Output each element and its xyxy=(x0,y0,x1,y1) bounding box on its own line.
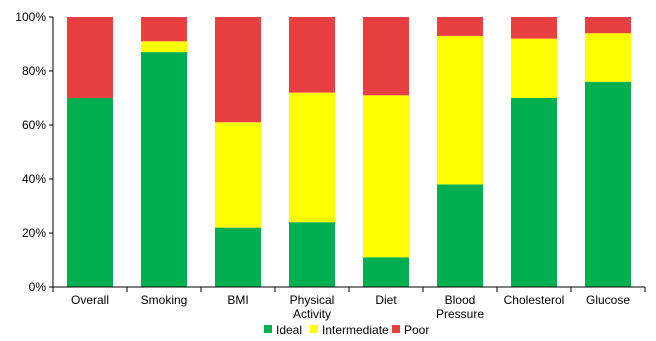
bar-blood-pressure-intermediate xyxy=(437,36,483,185)
x-tick-label-smoking: Smoking xyxy=(141,293,188,307)
x-tick-label-diet: Diet xyxy=(375,293,397,307)
x-axis: Overall Smoking BMI Physical Activity Diet Blo… xyxy=(53,287,645,321)
bar-bmi-poor xyxy=(215,17,261,122)
bar-cholesterol-intermediate xyxy=(511,39,557,98)
bar-smoking-ideal xyxy=(141,52,187,287)
y-tick-label: 20% xyxy=(22,226,46,240)
x-tick-label-bmi: BMI xyxy=(227,293,248,307)
y-tick-label: 40% xyxy=(22,172,46,186)
bar-glucose-poor xyxy=(585,17,631,33)
bar-physical-activity-ideal xyxy=(289,222,335,287)
bar-overall-ideal xyxy=(67,98,113,287)
bar-physical-activity-poor xyxy=(289,17,335,93)
legend-label-intermediate: Intermediate xyxy=(322,323,389,337)
bar-smoking-intermediate xyxy=(141,41,187,52)
y-tick-label: 60% xyxy=(22,118,46,132)
bar-bmi-intermediate xyxy=(215,122,261,227)
bar-cholesterol-poor xyxy=(511,17,557,39)
y-tick-label: 0% xyxy=(29,280,47,294)
x-tick-label-glucose: Glucose xyxy=(586,293,630,307)
bar-diet-ideal xyxy=(363,257,409,287)
legend-label-poor: Poor xyxy=(404,323,429,337)
bar-smoking-poor xyxy=(141,17,187,41)
legend: Ideal Intermediate Poor xyxy=(264,323,429,337)
legend-item-poor: Poor xyxy=(392,323,429,337)
x-tick-label-overall: Overall xyxy=(71,293,109,307)
legend-swatch-ideal xyxy=(264,325,272,333)
bar-physical-activity-intermediate xyxy=(289,93,335,223)
bar-diet-intermediate xyxy=(363,95,409,257)
bar-blood-pressure-poor xyxy=(437,17,483,36)
bar-overall-poor xyxy=(67,17,113,98)
bars-group xyxy=(67,17,631,287)
bar-blood-pressure-ideal xyxy=(437,184,483,287)
x-tick-label-cholesterol: Cholesterol xyxy=(504,293,565,307)
bar-bmi-ideal xyxy=(215,228,261,287)
legend-label-ideal: Ideal xyxy=(276,323,302,337)
legend-swatch-intermediate xyxy=(310,325,318,333)
legend-item-intermediate: Intermediate xyxy=(310,323,389,337)
y-tick-label: 80% xyxy=(22,64,46,78)
x-tick-label-physical-activity: Physical Activity xyxy=(290,293,335,321)
legend-item-ideal: Ideal xyxy=(264,323,302,337)
y-tick-label: 100% xyxy=(15,10,46,24)
x-tick-label-blood-pressure: Blood Pressure xyxy=(436,293,484,321)
bar-glucose-ideal xyxy=(585,82,631,287)
y-axis: 0% 20% 40% 60% 80% 100% xyxy=(15,10,53,294)
legend-swatch-poor xyxy=(392,325,400,333)
bar-glucose-intermediate xyxy=(585,33,631,82)
bar-cholesterol-ideal xyxy=(511,98,557,287)
bar-diet-poor xyxy=(363,17,409,95)
